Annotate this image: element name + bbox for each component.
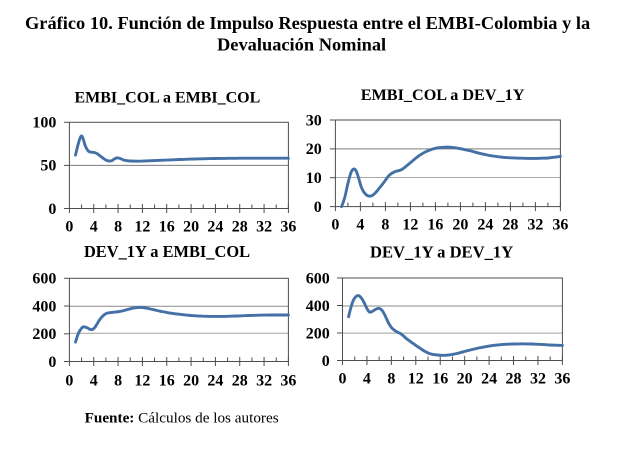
svg-text:0: 0	[314, 199, 322, 216]
svg-text:28: 28	[506, 371, 522, 388]
svg-text:DEV_1Y a EMBI_COL: DEV_1Y a EMBI_COL	[84, 242, 250, 261]
svg-text:10: 10	[306, 170, 322, 187]
svg-text:24: 24	[481, 371, 497, 388]
svg-text:30: 30	[306, 112, 322, 129]
svg-text:EMBI_COL a DEV_1Y: EMBI_COL a DEV_1Y	[361, 86, 525, 104]
svg-text:400: 400	[32, 298, 56, 315]
svg-text:36: 36	[280, 219, 296, 236]
svg-text:20: 20	[457, 371, 473, 388]
svg-text:0: 0	[48, 354, 56, 371]
svg-text:8: 8	[387, 371, 395, 388]
svg-text:28: 28	[232, 372, 248, 389]
svg-text:8: 8	[114, 372, 122, 389]
svg-text:50: 50	[40, 158, 56, 175]
svg-text:4: 4	[90, 219, 98, 236]
svg-text:20: 20	[306, 141, 322, 158]
svg-text:16: 16	[159, 372, 175, 389]
svg-text:36: 36	[280, 372, 296, 389]
svg-text:36: 36	[552, 217, 568, 234]
svg-text:100: 100	[32, 115, 56, 132]
svg-text:200: 200	[306, 325, 330, 342]
svg-text:20: 20	[183, 219, 199, 236]
svg-text:28: 28	[502, 217, 518, 234]
svg-text:600: 600	[32, 271, 56, 288]
svg-text:32: 32	[256, 219, 272, 236]
svg-text:20: 20	[183, 372, 199, 389]
svg-text:400: 400	[306, 298, 330, 315]
svg-text:32: 32	[527, 217, 543, 234]
svg-text:12: 12	[408, 371, 424, 388]
svg-text:Gráfico 10. Función de Impulso: Gráfico 10. Función de Impulso Respuesta…	[25, 13, 590, 33]
svg-text:24: 24	[207, 372, 223, 389]
svg-text:16: 16	[427, 217, 443, 234]
svg-text:4: 4	[356, 217, 364, 234]
svg-text:0: 0	[65, 219, 73, 236]
svg-text:24: 24	[207, 219, 223, 236]
svg-text:4: 4	[90, 372, 98, 389]
svg-text:0: 0	[331, 217, 339, 234]
svg-text:DEV_1Y a DEV_1Y: DEV_1Y a DEV_1Y	[370, 242, 513, 261]
svg-text:32: 32	[256, 372, 272, 389]
svg-text:0: 0	[65, 372, 73, 389]
svg-text:0: 0	[48, 201, 56, 218]
svg-text:8: 8	[381, 217, 389, 234]
svg-text:16: 16	[432, 371, 448, 388]
svg-text:12: 12	[134, 372, 150, 389]
svg-text:200: 200	[32, 326, 56, 343]
svg-text:16: 16	[159, 219, 175, 236]
svg-text:12: 12	[134, 219, 150, 236]
svg-text:Fuente: Cálculos de los autore: Fuente: Cálculos de los autores	[85, 410, 279, 427]
svg-text:32: 32	[530, 371, 546, 388]
svg-text:8: 8	[114, 219, 122, 236]
svg-text:36: 36	[554, 371, 570, 388]
svg-text:20: 20	[452, 217, 468, 234]
svg-text:4: 4	[363, 371, 371, 388]
svg-text:EMBI_COL a EMBI_COL: EMBI_COL a EMBI_COL	[74, 90, 260, 107]
svg-text:0: 0	[322, 353, 330, 370]
svg-text:28: 28	[232, 219, 248, 236]
svg-text:12: 12	[402, 217, 418, 234]
svg-text:Devaluación Nominal: Devaluación Nominal	[217, 35, 386, 55]
svg-text:0: 0	[339, 371, 347, 388]
svg-text:24: 24	[477, 217, 493, 234]
svg-text:600: 600	[306, 270, 330, 287]
